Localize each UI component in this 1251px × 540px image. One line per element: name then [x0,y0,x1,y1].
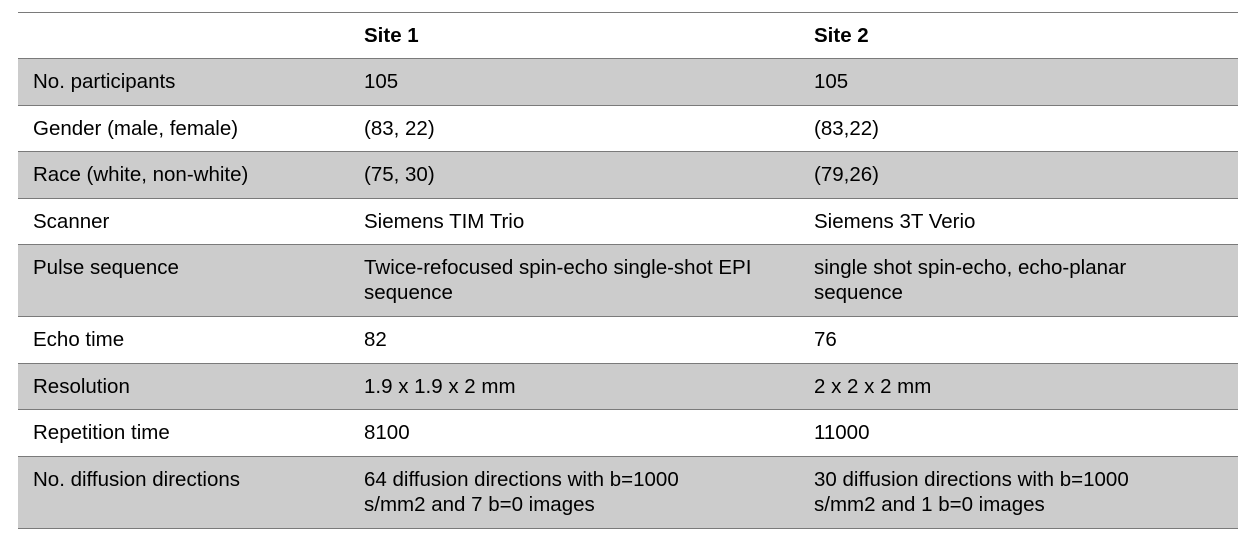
site2-value: 11000 [799,409,1238,457]
header-site-2: Site 2 [799,12,1238,59]
site2-value: 30 diffusion directions with b=1000 s/mm… [799,455,1238,529]
table-row: Repetition time 8100 11000 [18,409,1238,457]
site1-value: 1.9 x 1.9 x 2 mm [349,362,799,410]
site1-value: (83, 22) [349,104,799,152]
row-label: No. participants [18,58,349,106]
table-row: Scanner Siemens TIM Trio Siemens 3T Veri… [18,197,1238,245]
header-empty [18,12,349,59]
row-label: Gender (male, female) [18,104,349,152]
site-comparison-table: Site 1 Site 2 No. participants 105 105 G… [18,12,1238,529]
row-label: Scanner [18,197,349,245]
row-label: No. diffusion directions [18,455,349,529]
site2-value: 2 x 2 x 2 mm [799,362,1238,410]
site2-value: (83,22) [799,104,1238,152]
header-site-1: Site 1 [349,12,799,59]
row-label: Resolution [18,362,349,410]
row-label: Repetition time [18,409,349,457]
site1-value: Siemens TIM Trio [349,197,799,245]
site1-value: 8100 [349,409,799,457]
site2-value: 105 [799,58,1238,106]
site1-value: Twice-refocused spin-echo single-shot EP… [349,244,799,317]
table-row: Pulse sequence Twice-refocused spin-echo… [18,244,1238,317]
row-label: Race (white, non-white) [18,151,349,199]
site2-value: 76 [799,316,1238,364]
row-label: Echo time [18,316,349,364]
site1-value: 105 [349,58,799,106]
table-row: No. diffusion directions 64 diffusion di… [18,455,1238,529]
table-row: Gender (male, female) (83, 22) (83,22) [18,104,1238,152]
table-row: Echo time 82 76 [18,316,1238,364]
header-row: Site 1 Site 2 [18,12,1238,59]
site2-value: Siemens 3T Verio [799,197,1238,245]
table-row: Resolution 1.9 x 1.9 x 2 mm 2 x 2 x 2 mm [18,362,1238,410]
site1-value: 82 [349,316,799,364]
table-row: Race (white, non-white) (75, 30) (79,26) [18,151,1238,199]
site1-value: 64 diffusion directions with b=1000 s/mm… [349,455,799,529]
row-label: Pulse sequence [18,244,349,317]
table-row: No. participants 105 105 [18,58,1238,106]
site2-value: (79,26) [799,151,1238,199]
site1-value: (75, 30) [349,151,799,199]
site2-value: single shot spin-echo, echo-planar seque… [799,244,1238,317]
